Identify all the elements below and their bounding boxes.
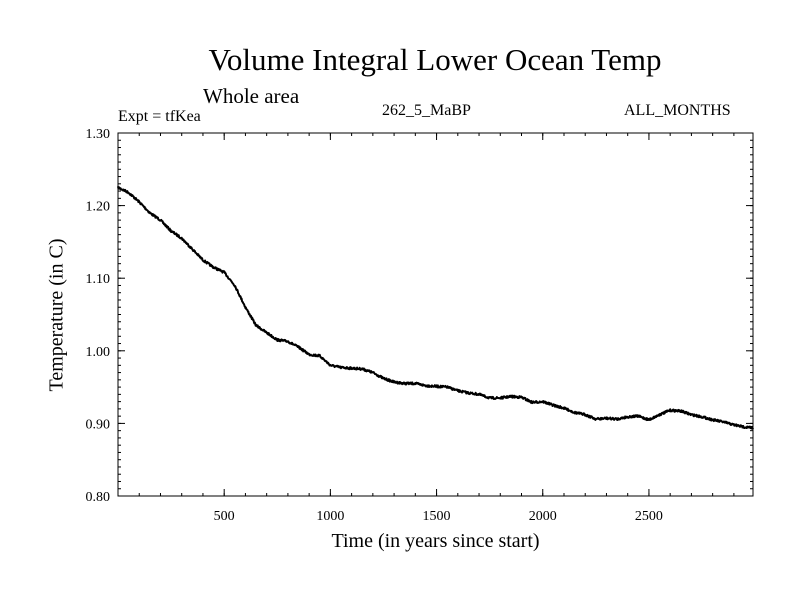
- chart-title: Volume Integral Lower Ocean Temp: [208, 42, 662, 77]
- x-axis-label: Time (in years since start): [331, 530, 540, 552]
- tick-labels: 0.80 0.90 1.00 1.10 1.20 1.30 500 1000 1500 2000 2…: [86, 127, 663, 524]
- x-tick-label: 1500: [423, 509, 451, 524]
- x-tick-label: 2000: [529, 509, 557, 524]
- experiment-label: Expt = tfKea: [118, 108, 201, 125]
- months-label: ALL_MONTHS: [624, 102, 731, 119]
- y-tick-label: 1.00: [86, 345, 111, 360]
- axis-ticks: [118, 132, 753, 497]
- x-tick-label: 1000: [316, 509, 344, 524]
- x-tick-label: 500: [214, 509, 235, 524]
- temperature-series-line: [117, 186, 754, 430]
- x-tick-label: 2500: [635, 509, 663, 524]
- y-tick-label: 0.90: [86, 417, 111, 432]
- data-series: [117, 186, 754, 430]
- y-tick-label: 1.20: [86, 200, 111, 215]
- chart-subtitle: Whole area: [203, 84, 300, 108]
- run-id-label: 262_5_MaBP: [382, 102, 471, 119]
- y-tick-label: 0.80: [86, 490, 111, 505]
- y-tick-label: 1.30: [86, 127, 111, 142]
- plot-frame: [117, 132, 754, 497]
- y-tick-label: 1.10: [86, 272, 111, 287]
